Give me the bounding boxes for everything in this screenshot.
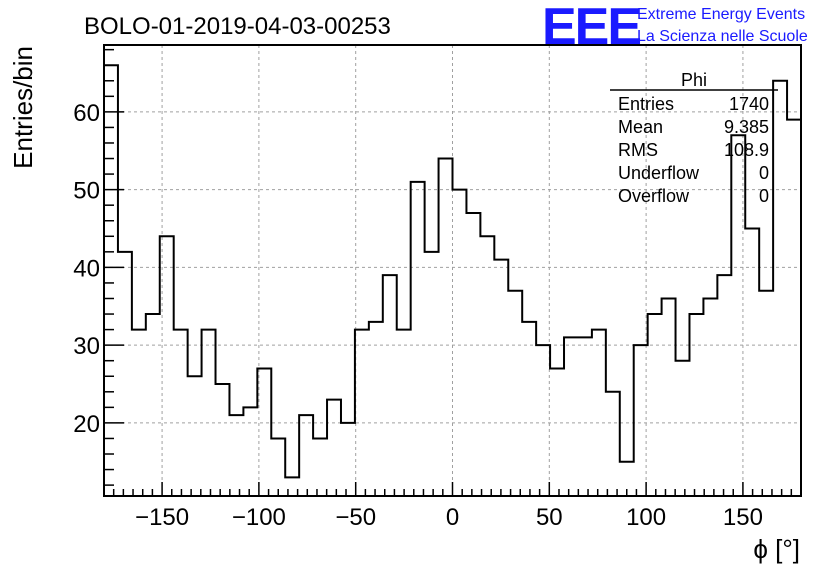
y-tick-label: 60 — [73, 100, 100, 127]
histogram-bin — [132, 330, 146, 496]
axis-ticks — [104, 48, 793, 496]
histogram-bin — [689, 314, 703, 496]
stats-value: 108.9 — [724, 140, 769, 160]
x-tick-label: 50 — [536, 504, 563, 531]
histogram-bin — [257, 368, 271, 496]
histogram-bin — [369, 322, 383, 496]
y-tick-label: 30 — [73, 333, 100, 360]
histogram-outline — [104, 64, 801, 479]
y-axis-label: Entries/bin — [8, 46, 38, 169]
x-tick-label: 150 — [723, 504, 763, 531]
histogram-bin — [676, 361, 690, 496]
x-tick-labels: −150 −100 −50 0 50 100 150 — [135, 504, 763, 531]
histogram-bin — [634, 345, 648, 496]
histogram-bin — [480, 236, 494, 496]
histogram-bin — [703, 298, 717, 496]
histogram-bin — [578, 337, 592, 496]
logo-tagline-2: La Scienza nelle Scuole — [637, 28, 808, 45]
histogram-bin — [313, 438, 327, 496]
x-tick-label: 0 — [446, 504, 459, 531]
histogram-bin — [550, 368, 564, 496]
histogram-bin — [118, 252, 132, 496]
stats-label: RMS — [618, 140, 658, 160]
histogram-bin — [439, 159, 453, 496]
histogram-bin — [592, 330, 606, 496]
histogram-bin — [397, 330, 411, 496]
histogram-bin — [411, 182, 425, 496]
histogram-bin — [327, 400, 341, 496]
histogram-bin — [745, 229, 759, 496]
stats-value: 0 — [759, 186, 769, 206]
histogram-bin — [104, 65, 118, 496]
y-tick-label: 20 — [73, 411, 100, 438]
histogram-bin — [216, 384, 230, 496]
histogram-bin — [188, 376, 202, 496]
histogram-bin — [606, 392, 620, 496]
histogram-bin — [383, 275, 397, 496]
eee-logo: EEE — [542, 0, 640, 56]
x-tick-label: 100 — [626, 504, 666, 531]
y-tick-labels: 20 30 40 50 60 — [73, 100, 100, 438]
histogram-bin — [717, 275, 731, 496]
histogram-bin — [160, 236, 174, 496]
histogram-bin — [229, 415, 243, 496]
histogram-bin — [202, 330, 216, 496]
y-tick-label: 40 — [73, 255, 100, 282]
histogram-bin — [453, 190, 467, 496]
stats-value: 1740 — [729, 94, 769, 114]
histogram-bin — [536, 345, 550, 496]
x-tick-label: −50 — [335, 504, 376, 531]
stats-value: 0 — [759, 163, 769, 183]
histogram-bin — [425, 252, 439, 496]
histogram-bin — [466, 213, 480, 496]
histogram-bin — [508, 291, 522, 496]
y-tick-label: 50 — [73, 178, 100, 205]
x-tick-label: −150 — [135, 504, 189, 531]
histogram-bin — [759, 291, 773, 496]
stats-rows: Entries 1740 Mean 9.385 RMS 108.9 Underflow 0 Ov… — [618, 94, 769, 206]
stats-label: Underflow — [618, 163, 700, 183]
stats-value: 9.385 — [724, 117, 769, 137]
stats-box: Phi Entries 1740 Mean 9.385 RMS 108.9 Underflo… — [610, 70, 778, 206]
histogram-bin — [494, 260, 508, 496]
histogram-bin — [564, 337, 578, 496]
logo-tagline-1: Extreme Energy Events — [637, 6, 805, 23]
histogram-bin — [648, 314, 662, 496]
chart-title: BOLO-01-2019-04-03-00253 — [84, 13, 391, 40]
x-axis-label: ϕ [°] — [753, 534, 800, 564]
stats-label: Mean — [618, 117, 663, 137]
stats-label: Overflow — [618, 186, 690, 206]
histogram-bin — [773, 81, 787, 496]
histogram-bin — [146, 314, 160, 496]
stats-title: Phi — [681, 70, 707, 90]
histogram-bin — [243, 407, 257, 496]
histogram-bin — [731, 135, 745, 496]
histogram-bin — [522, 322, 536, 496]
x-tick-label: −100 — [232, 504, 286, 531]
histogram-bin — [341, 423, 355, 496]
histogram-bin — [271, 438, 285, 496]
histogram-bin — [174, 330, 188, 496]
histogram-bin — [355, 330, 369, 496]
histogram-bin — [787, 120, 801, 496]
histogram-bars — [104, 64, 801, 496]
stats-label: Entries — [618, 94, 674, 114]
histogram-bin — [662, 298, 676, 496]
histogram-bin — [299, 415, 313, 496]
